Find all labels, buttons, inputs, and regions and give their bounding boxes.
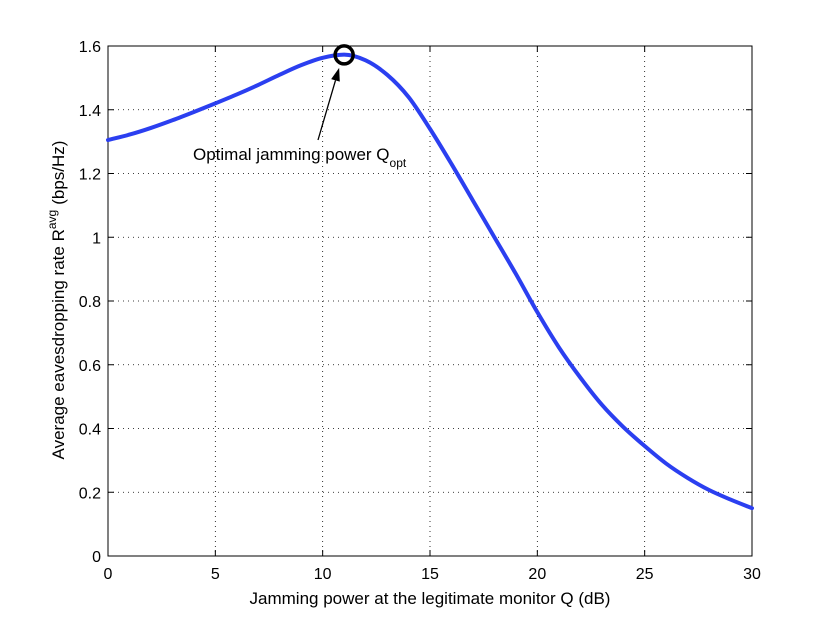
y-tick-label: 1.6: [79, 39, 101, 56]
y-tick-labels: 0 0.2 0.4 0.6 0.8 1 1.2 1.4 1.6: [79, 39, 101, 566]
y-tick-label: 0.8: [79, 294, 101, 311]
x-tick-labels: 0 5 10 15 20 25 30: [104, 566, 761, 583]
y-axis-title-superscript: avg: [45, 210, 59, 229]
y-tick-label: 0.4: [79, 422, 101, 439]
annotation-label-subscript: opt: [390, 156, 407, 170]
x-tick-label: 30: [743, 566, 761, 583]
y-axis-title-units: (bps/Hz): [49, 141, 68, 205]
y-axis-title-main: Average eavesdropping rate R: [49, 229, 68, 459]
y-tick-label: 0: [92, 549, 101, 566]
annotation-arrow-line: [317, 80, 337, 141]
annotation-label-main: Optimal jamming power Q: [193, 145, 390, 164]
annotation-label: Optimal jamming power Qopt: [193, 145, 407, 170]
x-tick-label: 10: [314, 566, 332, 583]
x-tick-label: 25: [636, 566, 654, 583]
x-tick-label: 5: [211, 566, 220, 583]
x-axis-title: Jamming power at the legitimate monitor …: [250, 589, 611, 608]
optimal-point-marker: [333, 44, 355, 66]
x-tick-label: 15: [421, 566, 439, 583]
y-tick-label: 1.4: [79, 103, 101, 120]
y-tick-label: 1.2: [79, 167, 101, 184]
x-tick-label: 20: [528, 566, 546, 583]
y-tick-label: 0.6: [79, 358, 101, 375]
series-line: [106, 52, 754, 511]
ticks: [107, 45, 753, 557]
x-tick-label: 0: [104, 566, 113, 583]
grid: [108, 46, 752, 556]
y-axis-title: Average eavesdropping rate Ravg (bps/Hz): [45, 141, 68, 460]
y-tick-label: 1: [92, 230, 101, 247]
annotation-arrow-head: [331, 67, 340, 82]
y-tick-label: 0.2: [79, 485, 101, 502]
